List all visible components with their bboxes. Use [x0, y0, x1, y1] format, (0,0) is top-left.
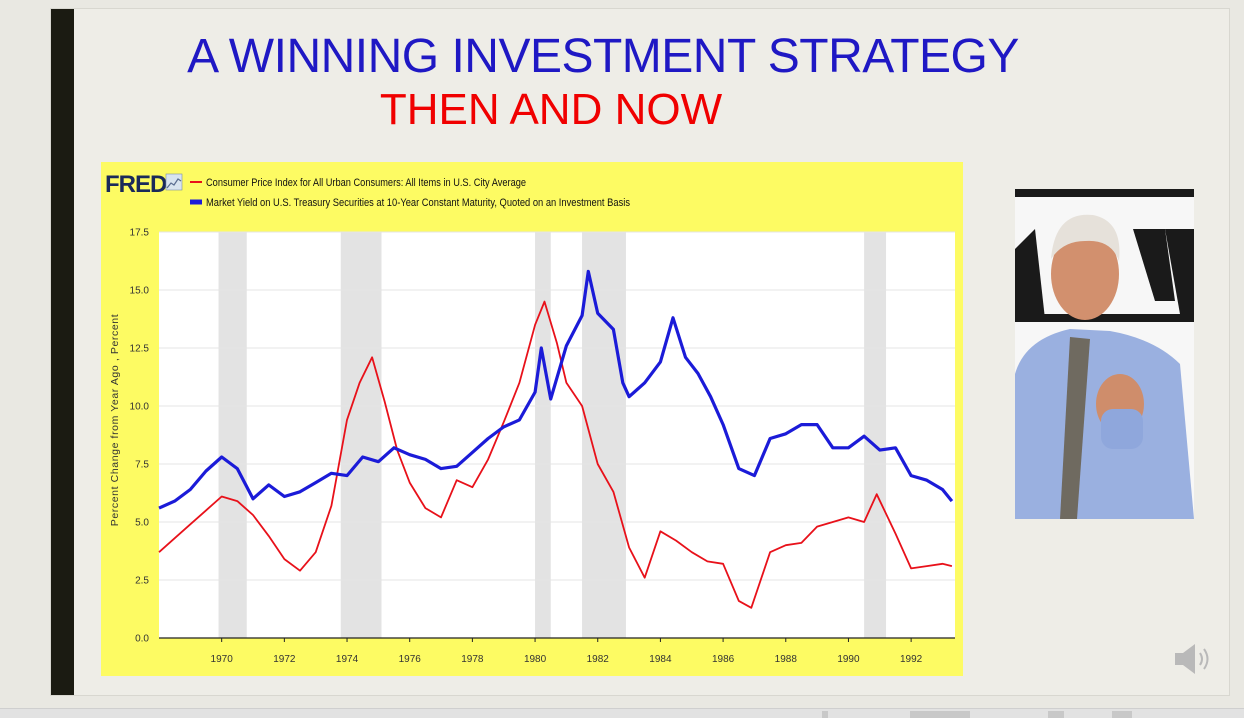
status-bar-control[interactable]: [822, 711, 828, 718]
slide-canvas: A WINNING INVESTMENT STRATEGY THEN AND N…: [50, 8, 1230, 696]
fred-chart-panel: 0.0 2.5 5.0 7.5 10.0 12.5 15.0 17.5 1970 1972 197…: [101, 162, 963, 676]
recession-band: [535, 232, 551, 638]
slide-left-accent-bar: [51, 9, 74, 695]
x-tick-label: 1984: [649, 654, 672, 665]
legend-entry-cpi: Consumer Price Index for All Urban Consu…: [206, 177, 526, 189]
fred-logo: FRED: [105, 171, 167, 198]
x-tick-label: 1988: [775, 654, 798, 665]
speaker-icon[interactable]: [1173, 641, 1215, 677]
x-tick-label: 1986: [712, 654, 735, 665]
recession-band: [864, 232, 887, 638]
y-axis-label: Percent Change from Year Ago , Percent: [109, 314, 121, 527]
slide-subtitle: THEN AND NOW: [379, 85, 723, 134]
presenter-photo: [1015, 189, 1194, 519]
status-bar: [0, 708, 1244, 718]
x-tick-label: 1972: [273, 654, 296, 665]
plot-area: [159, 232, 955, 638]
x-tick-label: 1974: [336, 654, 359, 665]
x-tick-label: 1982: [587, 654, 610, 665]
recession-band: [340, 232, 382, 638]
cpi-series-line: [158, 300, 953, 609]
y-tick-label: 5.0: [135, 518, 149, 529]
status-bar-control[interactable]: [1048, 711, 1064, 718]
presenter-illustration: [1015, 189, 1194, 519]
recession-band: [582, 232, 626, 638]
slide-title: A WINNING INVESTMENT STRATEGY: [187, 30, 1019, 83]
recession-band: [218, 232, 247, 638]
fred-chart: 0.0 2.5 5.0 7.5 10.0 12.5 15.0 17.5 1970 1972 197…: [105, 171, 955, 665]
status-bar-control[interactable]: [1112, 711, 1132, 718]
x-tick-label: 1970: [211, 654, 234, 665]
x-tick-label: 1992: [900, 654, 923, 665]
y-tick-label: 0.0: [135, 634, 149, 645]
y-tick-label: 17.5: [130, 228, 150, 239]
legend-entry-yield: Market Yield on U.S. Treasury Securities…: [206, 197, 630, 209]
y-tick-label: 7.5: [135, 460, 149, 471]
x-tick-label: 1980: [524, 654, 547, 665]
fred-logo-icon: [165, 173, 183, 191]
y-tick-label: 10.0: [130, 402, 150, 413]
x-tick-label: 1990: [837, 654, 860, 665]
x-tick-label: 1978: [461, 654, 484, 665]
y-tick-label: 15.0: [130, 286, 150, 297]
y-tick-label: 12.5: [130, 344, 150, 355]
status-bar-control[interactable]: [910, 711, 970, 718]
x-tick-label: 1976: [399, 654, 422, 665]
y-tick-label: 2.5: [135, 576, 149, 587]
treasury-yield-series-line: [158, 269, 954, 510]
